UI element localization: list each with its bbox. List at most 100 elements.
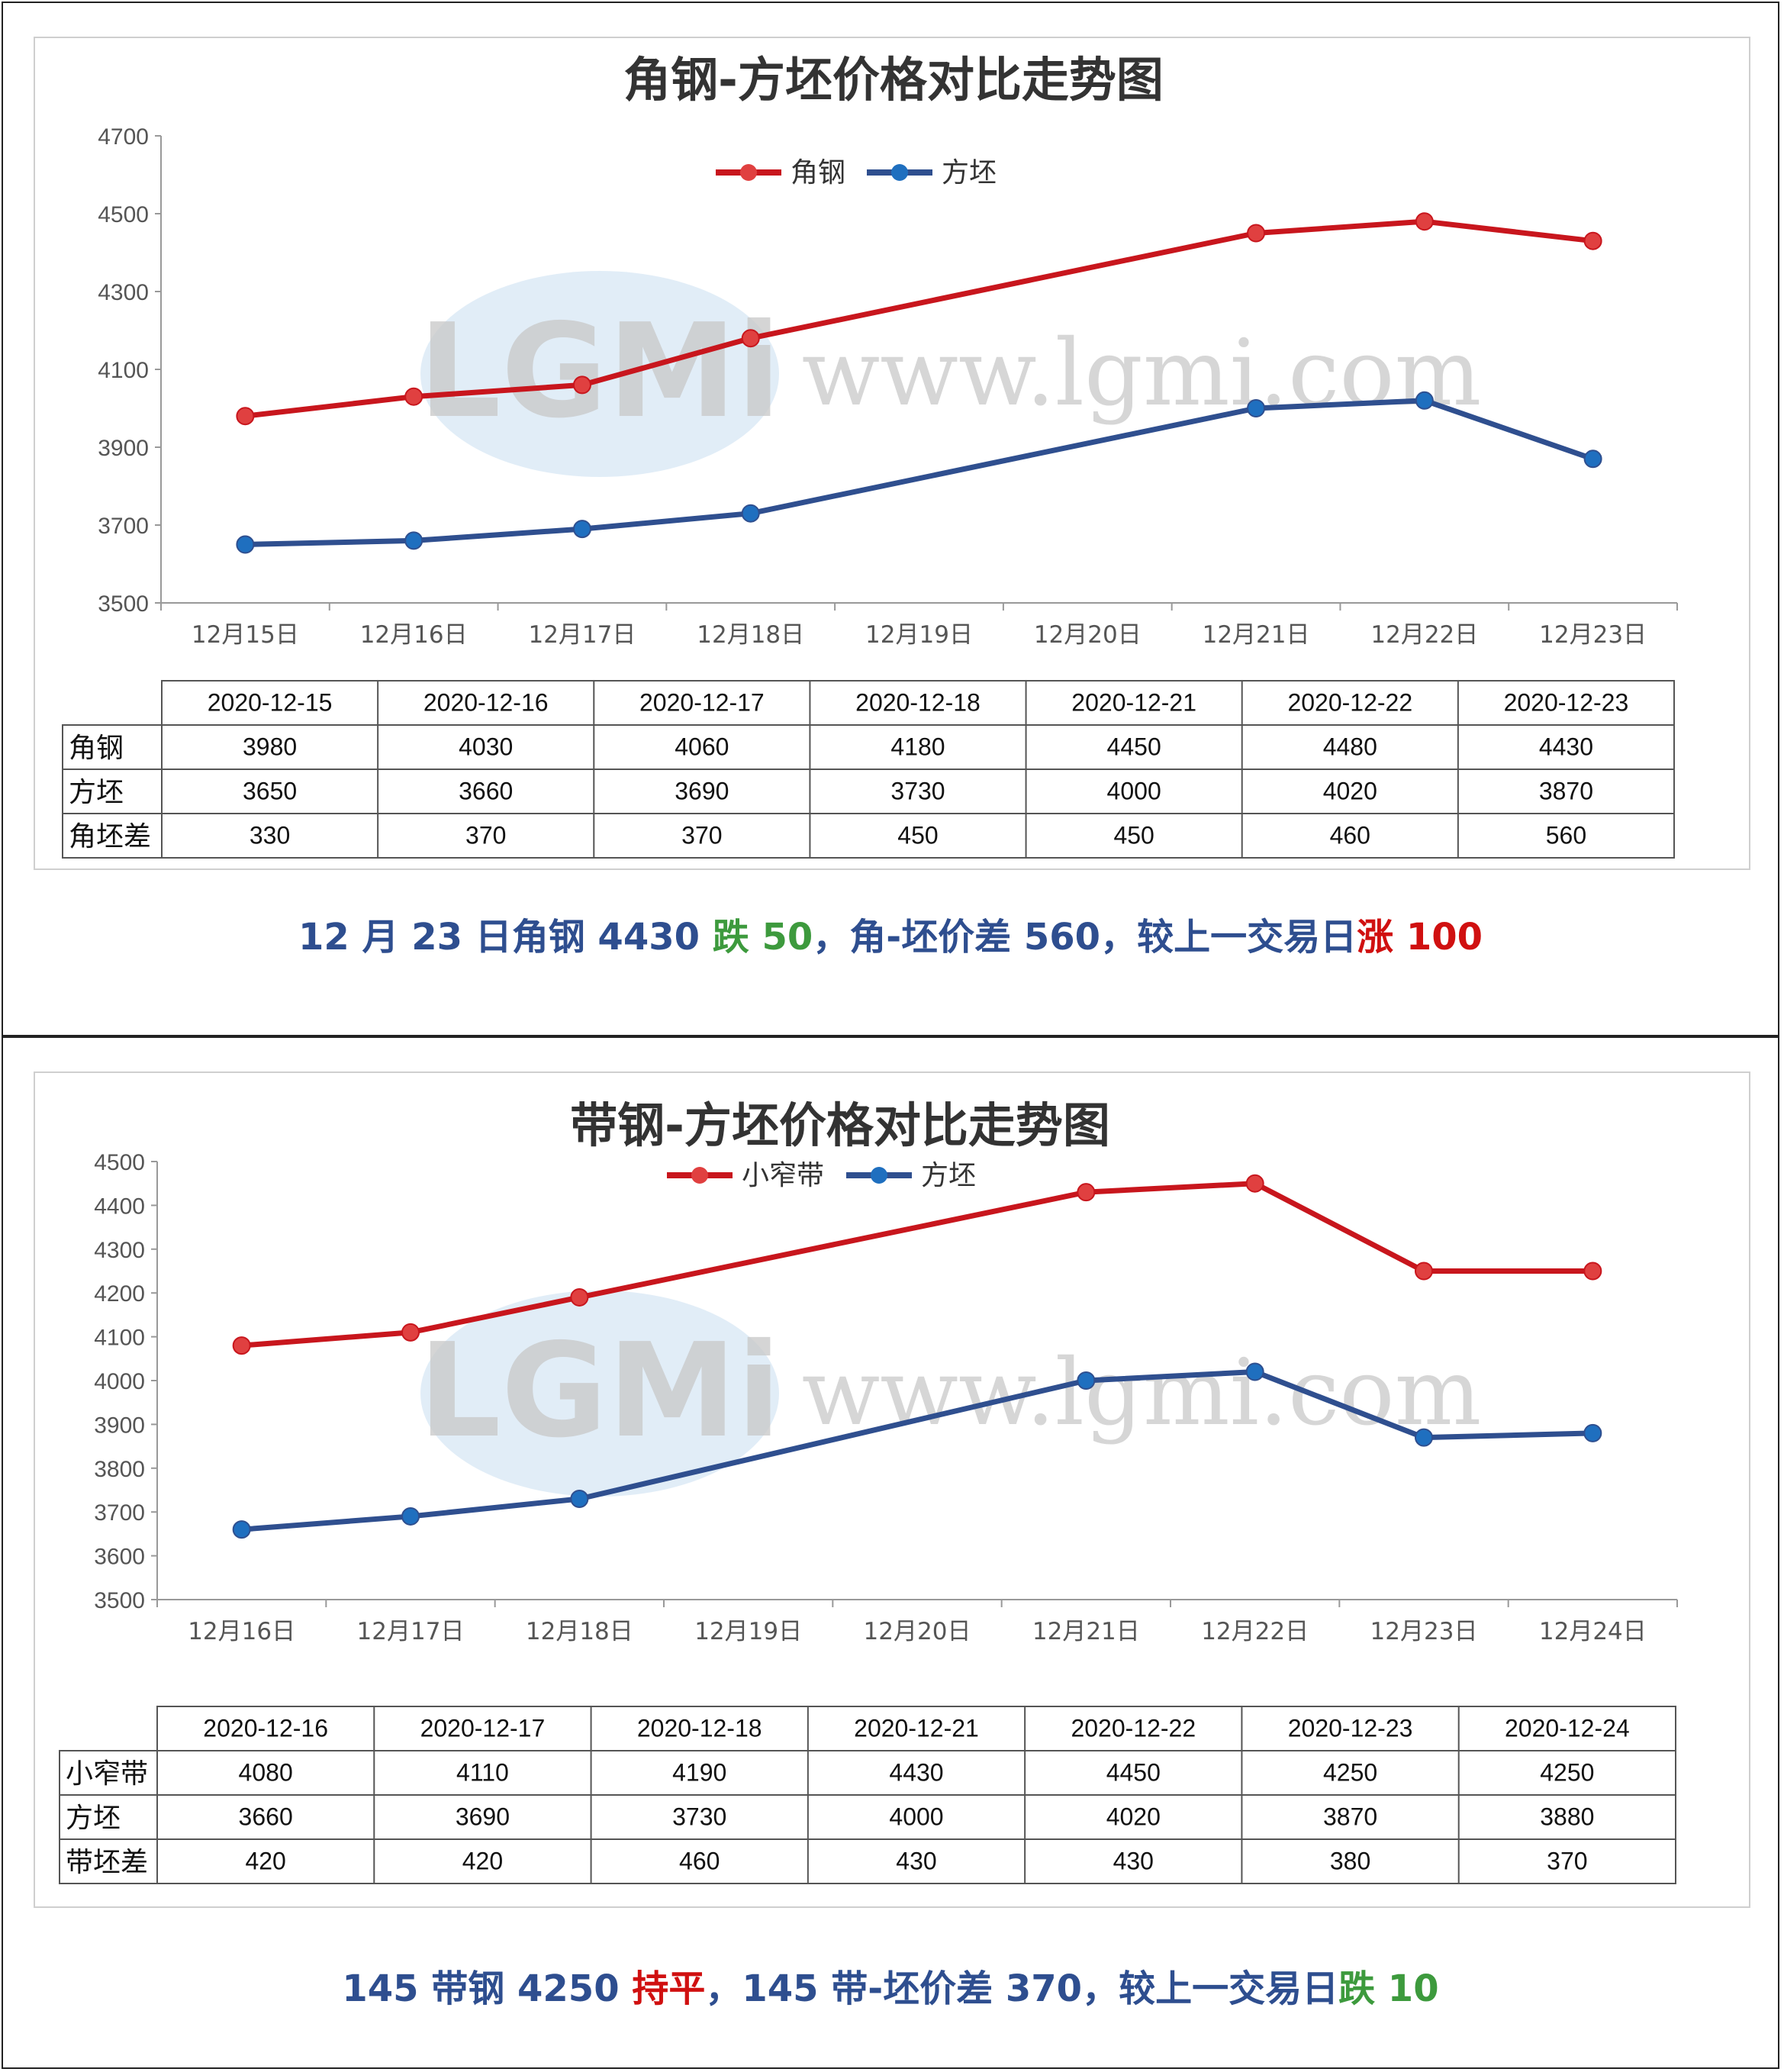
- table-cell: 4480: [1323, 733, 1377, 760]
- series-point-1: [570, 1287, 589, 1307]
- chart-angle-steel: LGMi www.lgmi.com 角钢-方坯价格对比走势图 3500 3700 3900…: [62, 52, 1678, 859]
- y-tick-label: 3900: [94, 1413, 145, 1438]
- summary2-amount: 10: [1375, 1967, 1439, 2010]
- table-row-label: 方坯: [66, 1803, 121, 1834]
- table-row-label: 小窄带: [66, 1758, 148, 1790]
- table-cell: 3870: [1539, 777, 1593, 804]
- series-point-2: [1245, 1362, 1264, 1381]
- legend: 角钢 方坯: [716, 157, 997, 189]
- table-row-label: 方坯: [69, 777, 124, 808]
- series-point-1: [1583, 1262, 1602, 1281]
- y-tick-label: 4100: [94, 1326, 145, 1351]
- table-body-box: [59, 1750, 1676, 1884]
- summary1-change: 跌 50: [712, 916, 813, 959]
- panel-strip-steel: LGMi www.lgmi.com 带钢-方坯价格对比走势图 3500 3600 3700…: [2, 1036, 1779, 2069]
- series-point-1: [1077, 1183, 1096, 1202]
- table-header-cell: 2020-12-16: [423, 688, 549, 716]
- table-cell: 4030: [459, 733, 513, 760]
- summary-strip-steel: 145 带钢 4250 持平，145 带-坯价差 370，较上一交易日跌 10: [3, 1958, 1778, 2012]
- x-tick-label: 12月17日: [528, 621, 636, 649]
- y-tick-label: 3700: [94, 1500, 145, 1526]
- table-cell: 4430: [1539, 733, 1593, 760]
- table-header-cell: 2020-12-21: [1071, 688, 1196, 716]
- table-cell: 3660: [459, 777, 513, 804]
- table-cell: 3730: [672, 1803, 726, 1830]
- table-header-cell: 2020-12-16: [203, 1714, 328, 1742]
- legend-label-2: 方坯: [921, 1160, 976, 1191]
- x-tick-label: 12月20日: [1034, 621, 1142, 649]
- data-table: 2020-12-15 2020-12-16 2020-12-17 2020-12-18…: [62, 680, 1675, 859]
- y-tick-label: 4000: [94, 1369, 145, 1394]
- x-tick-label: 12月16日: [188, 1618, 295, 1645]
- x-tick-label: 12月18日: [697, 621, 804, 649]
- chart-title: 带钢-方坯价格对比走势图: [570, 1097, 1110, 1153]
- summary1-text-b: ，角-坯价差 560，较上一交易日: [813, 916, 1357, 959]
- y-tick-label: 3600: [94, 1545, 145, 1570]
- y-tick-label: 4300: [94, 1238, 145, 1263]
- table-header-cell: 2020-12-24: [1505, 1714, 1630, 1742]
- table-cell: 4000: [889, 1803, 943, 1830]
- x-tick-label: 12月24日: [1539, 1618, 1647, 1645]
- table-cell: 3660: [239, 1803, 293, 1830]
- table-cell: 4060: [675, 733, 729, 760]
- series-point-1: [741, 329, 760, 348]
- series-point-1: [1583, 231, 1602, 250]
- watermark-logo-ellipse: [420, 271, 779, 477]
- x-tick-label: 12月16日: [360, 621, 468, 649]
- series-point-2: [1415, 1428, 1433, 1447]
- table-cell: 460: [679, 1847, 720, 1874]
- x-tick-label: 12月23日: [1539, 621, 1647, 649]
- watermark-logo-text: LGMi: [418, 296, 781, 447]
- series-point-1: [236, 407, 255, 426]
- table-cell: 4190: [672, 1758, 726, 1786]
- series-point-2: [1415, 391, 1434, 410]
- table-cell: 4430: [889, 1758, 943, 1786]
- series-point-2: [404, 531, 423, 550]
- x-tick-label: 12月21日: [1032, 1618, 1140, 1645]
- summary2-text-a: 145 带钢 4250: [342, 1967, 633, 2010]
- watermark-url: www.lgmi.com: [802, 321, 1482, 427]
- series-point-1: [401, 1323, 420, 1342]
- table-cell: 4450: [1106, 1758, 1161, 1786]
- summary2-text-b: ，145 带-坯价差 370，较上一交易日: [705, 1967, 1339, 2010]
- table-cell: 4250: [1540, 1758, 1594, 1786]
- table-row-label: 角钢: [69, 733, 124, 764]
- table-cell: 420: [245, 1847, 285, 1874]
- legend: 小窄带 方坯: [667, 1160, 976, 1191]
- summary1-text-a: 12 月 23 日角钢 4430: [298, 916, 713, 959]
- table-header-cell: 2020-12-23: [1504, 688, 1629, 716]
- watermark-1: LGMi www.lgmi.com: [418, 271, 1481, 477]
- table-cell: 430: [1113, 1847, 1154, 1874]
- table-body-box: [62, 724, 1675, 859]
- series-point-2: [401, 1506, 420, 1526]
- table-cell: 4080: [239, 1758, 293, 1786]
- y-tick-label: 4100: [98, 358, 149, 383]
- series-point-1: [232, 1336, 251, 1355]
- y-tick-label: 4400: [94, 1194, 145, 1219]
- x-tick-label: 12月20日: [864, 1618, 971, 1645]
- chart-frame-1: LGMi www.lgmi.com 角钢-方坯价格对比走势图 3500 3700 3900…: [34, 37, 1750, 870]
- table-cell: 370: [681, 821, 722, 849]
- x-tick-label: 12月15日: [192, 621, 299, 649]
- data-table: 2020-12-16 2020-12-17 2020-12-18 2020-12-21…: [59, 1706, 1676, 1884]
- legend-marker-1: [691, 1167, 708, 1184]
- table-cell: 4450: [1107, 733, 1161, 760]
- series-point-2: [741, 504, 760, 523]
- summary1-amount: 100: [1393, 916, 1483, 959]
- series-point-1: [572, 375, 591, 395]
- series-point-2: [1583, 1423, 1602, 1442]
- table-header-cell: 2020-12-22: [1287, 688, 1412, 716]
- series-point-1: [1245, 1174, 1264, 1193]
- series-point-1: [1415, 1262, 1433, 1281]
- y-tick-label: 4200: [94, 1281, 145, 1307]
- x-tick-label: 12月21日: [1203, 621, 1310, 649]
- table-cell: 430: [896, 1847, 936, 1874]
- series-point-2: [570, 1489, 589, 1508]
- legend-label-1: 角钢: [791, 157, 845, 189]
- table-cell: 4110: [456, 1758, 509, 1786]
- x-tick-label: 12月19日: [694, 1618, 802, 1645]
- series-point-2: [236, 535, 255, 554]
- y-tick-label: 3500: [98, 591, 149, 617]
- series-point-2: [1077, 1371, 1096, 1390]
- series-point-2: [572, 520, 591, 539]
